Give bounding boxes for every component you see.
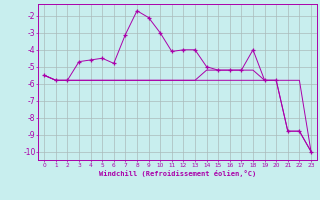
X-axis label: Windchill (Refroidissement éolien,°C): Windchill (Refroidissement éolien,°C) [99,170,256,177]
